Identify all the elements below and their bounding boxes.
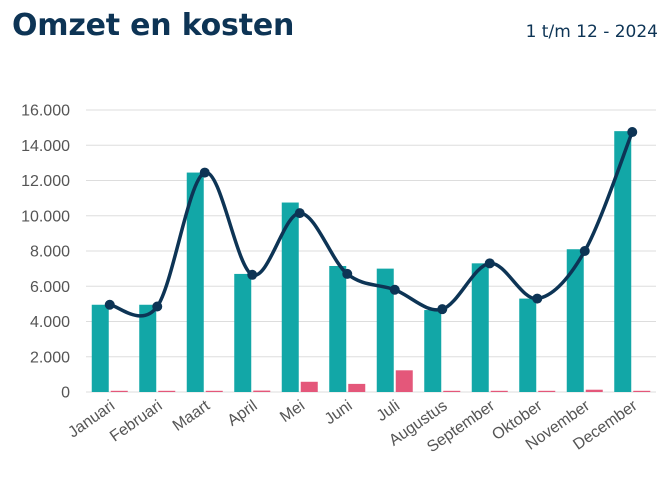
grid-lines	[86, 109, 656, 393]
kosten-bar	[253, 390, 271, 392]
kosten-bar	[538, 390, 556, 392]
x-tick-label: Februari	[107, 397, 166, 445]
trend-line	[104, 127, 638, 318]
omzet-bar	[376, 268, 394, 392]
trend-line-point	[104, 299, 115, 310]
y-tick-label: 16.000	[21, 103, 70, 120]
kosten-bar	[110, 390, 128, 392]
omzet-bar	[329, 265, 347, 392]
y-tick-label: 10.000	[21, 208, 70, 225]
kosten-bar	[300, 381, 318, 392]
y-axis-ticks: 0 2.000 4.000 6.000 8.000 10.000 12.000 14.000 1…	[21, 103, 70, 402]
kosten-bar	[490, 390, 508, 392]
x-tick-label: Maart	[170, 397, 214, 435]
y-tick-label: 8.000	[30, 244, 70, 261]
kosten-bar	[633, 390, 651, 392]
y-tick-label: 14.000	[21, 138, 70, 155]
y-tick-label: 2.000	[30, 349, 70, 366]
omzet-bar	[424, 310, 442, 392]
omzet-bar	[566, 249, 584, 392]
kosten-bar	[443, 390, 461, 392]
kosten-bar	[395, 370, 413, 392]
trend-line-point	[342, 268, 353, 279]
trend-line-point	[152, 301, 163, 312]
kosten-bar	[585, 389, 603, 392]
omzet-bar	[186, 172, 204, 392]
trend-line-point	[579, 246, 590, 256]
trend-line-point	[389, 284, 400, 295]
trend-line-point	[294, 208, 305, 219]
page-title: Omzet en kosten	[12, 8, 295, 43]
period-label: 1 t/m 12 - 2024	[525, 22, 658, 42]
trend-line-point	[247, 269, 258, 280]
trend-line-point	[484, 258, 495, 269]
x-tick-label: Mei	[277, 397, 308, 426]
x-tick-label: April	[225, 397, 261, 429]
omzet-bar	[139, 304, 157, 392]
trend-line-point	[437, 304, 448, 315]
x-tick-label: Juli	[374, 397, 403, 425]
kosten-bar	[158, 390, 176, 392]
y-tick-label: 12.000	[21, 173, 70, 190]
trend-line-point	[627, 127, 638, 138]
x-tick-label: Juni	[322, 397, 356, 428]
kosten-bar	[205, 390, 223, 392]
trend-line-point	[199, 167, 210, 178]
y-tick-label: 6.000	[30, 279, 70, 296]
y-tick-label: 0	[61, 385, 70, 402]
y-tick-label: 4.000	[30, 314, 70, 331]
omzet-bar	[91, 304, 109, 392]
omzet-bar	[471, 263, 489, 392]
kosten-bar	[348, 383, 366, 392]
omzet-bar	[234, 273, 252, 392]
bars	[91, 131, 651, 392]
omzet-bar	[519, 298, 537, 392]
omzet-bar	[281, 202, 299, 392]
omzet-bar	[614, 131, 632, 392]
trend-line-point	[532, 293, 543, 304]
